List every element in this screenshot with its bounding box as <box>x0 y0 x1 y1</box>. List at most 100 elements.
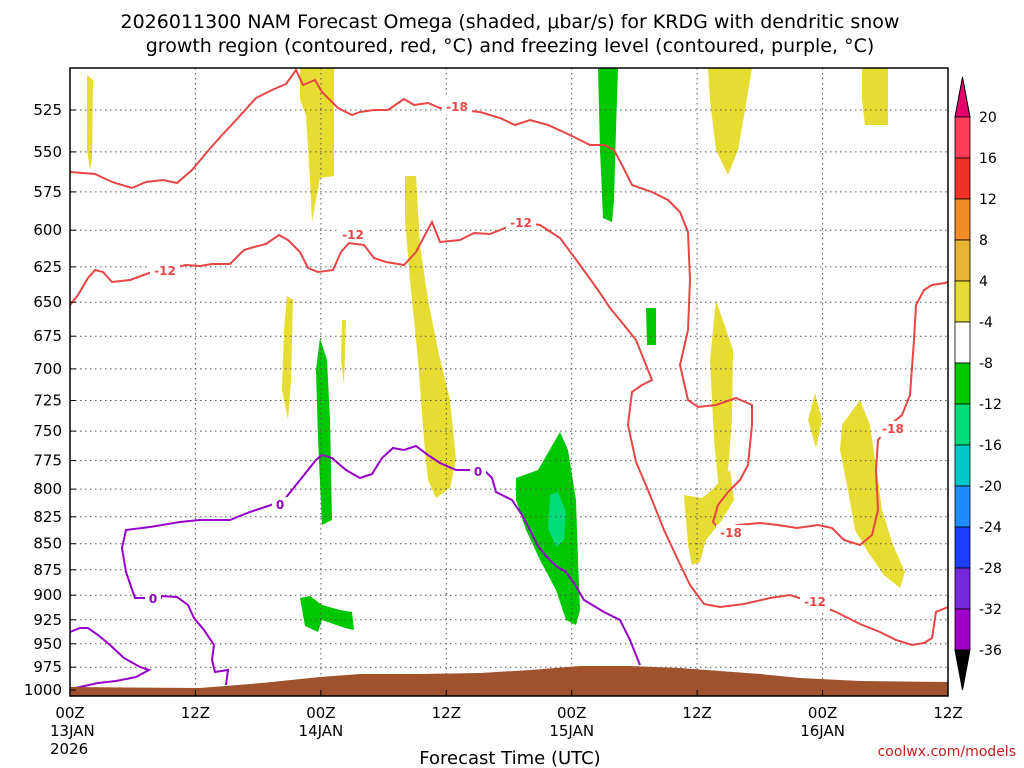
x-tick-label: 12Z <box>933 704 962 722</box>
colorbar-swatch <box>954 198 971 241</box>
y-tick-label: 875 <box>33 561 62 579</box>
title-line-1: 2026011300 NAM Forecast Omega (shaded, μ… <box>121 11 900 33</box>
colorbar-swatch <box>954 526 971 569</box>
x-date-label: 13JAN <box>50 722 95 740</box>
dgz-label-warm-2: -12 <box>510 216 532 230</box>
colorbar-label: 12 <box>979 192 997 208</box>
omega-yellow-region <box>862 68 888 125</box>
x-tick-label: 00Z <box>55 704 84 722</box>
omega-yellow-region <box>87 75 93 170</box>
omega-green-region <box>598 68 618 222</box>
x-date-label: 16JAN <box>800 722 845 740</box>
y-axis: 525 550 575 600 625 650 675 700 725 750 775 800 825 8… <box>24 101 76 699</box>
colorbar-label: -24 <box>979 520 1002 536</box>
title-line-2: growth region (contoured, red, °C) and f… <box>146 35 875 57</box>
colorbar-swatch <box>954 362 971 405</box>
x-year-label: 2026 <box>50 740 88 758</box>
colorbar-swatch <box>954 321 971 364</box>
omega-yellow-region <box>684 470 734 565</box>
freezing-label-2: 0 <box>474 465 482 479</box>
y-tick-label: 725 <box>33 392 62 410</box>
colorbar-swatch <box>954 567 971 610</box>
freezing-level-contours <box>69 444 641 690</box>
colorbar-top-triangle <box>954 76 971 118</box>
y-tick-label: 575 <box>33 183 62 201</box>
plot-border <box>69 67 949 697</box>
plot-area: -18 -12 -12 -12 -18 -18 -12 0 0 0 <box>69 67 949 697</box>
dgz-warm-contour <box>69 219 949 647</box>
freezing-label-3: 0 <box>149 592 157 606</box>
y-tick-label: 1000 <box>24 681 62 699</box>
dgz-label-upper: -18 <box>446 100 468 114</box>
y-tick-label: 550 <box>33 143 62 161</box>
colorbar-swatch <box>954 444 971 487</box>
colorbar: 20 16 12 8 4 -4 -8 -12 -16 -20 -24 -28 -32 -36 <box>954 76 1002 691</box>
colorbar-swatch <box>954 485 971 528</box>
colorbar-label: -4 <box>979 315 993 331</box>
colorbar-swatch <box>954 403 971 446</box>
dgz-contours <box>69 68 949 647</box>
x-axis: 00Z 12Z 00Z 12Z 00Z 12Z 00Z 12Z 13JAN 14JAN 15JAN 1… <box>50 690 963 758</box>
colorbar-label: 8 <box>979 233 988 249</box>
freezing-level-lower <box>69 627 152 690</box>
freezing-label-1: 0 <box>276 498 284 512</box>
x-tick-label: 00Z <box>557 704 586 722</box>
y-tick-label: 700 <box>33 360 62 378</box>
x-tick-label: 00Z <box>808 704 837 722</box>
colorbar-swatch <box>954 116 971 159</box>
x-date-label: 14JAN <box>299 722 344 740</box>
colorbar-label: 20 <box>979 110 997 126</box>
x-axis-label: Forecast Time (UTC) <box>419 748 600 768</box>
omega-yellow-region <box>840 400 905 588</box>
colorbar-label: -20 <box>979 479 1002 495</box>
dgz-label-warm-1: -12 <box>342 228 364 242</box>
y-tick-label: 850 <box>33 535 62 553</box>
plot-background <box>70 68 948 696</box>
colorbar-label: -36 <box>979 643 1002 659</box>
omega-yellow-region <box>808 393 822 448</box>
x-tick-label: 00Z <box>306 704 335 722</box>
freezing-level-main <box>120 444 641 686</box>
y-tick-label: 625 <box>33 258 62 276</box>
terrain-surface <box>70 666 948 696</box>
colorbar-swatch <box>954 280 971 323</box>
gridlines <box>70 68 948 696</box>
y-tick-label: 925 <box>33 611 62 629</box>
omega-green-region <box>316 338 332 525</box>
dgz-label-warm-4: -12 <box>804 595 826 609</box>
y-tick-label: 525 <box>33 101 62 119</box>
y-tick-label: 600 <box>33 221 62 239</box>
y-tick-label: 950 <box>33 635 62 653</box>
contour-label-group: -18 -12 -12 -12 -18 -18 -12 0 0 0 <box>145 98 908 610</box>
omega-strong-negative-region <box>548 492 566 547</box>
dgz-label-warm-3: -12 <box>154 264 176 278</box>
omega-yellow-region <box>708 68 752 175</box>
dgz-label-cold-1: -18 <box>882 422 904 436</box>
omega-green-region <box>300 596 354 632</box>
omega-yellow-region <box>405 176 456 498</box>
colorbar-label: -12 <box>979 397 1002 413</box>
colorbar-label: -28 <box>979 561 1002 577</box>
omega-green-region <box>646 308 656 345</box>
colorbar-label: -16 <box>979 438 1002 454</box>
colorbar-label: 4 <box>979 274 988 290</box>
y-tick-label: 775 <box>33 452 62 470</box>
omega-positive-shading <box>87 68 905 588</box>
omega-yellow-region <box>300 68 334 222</box>
colorbar-swatch <box>954 239 971 282</box>
omega-negative-shading <box>300 68 656 632</box>
colorbar-swatch <box>954 608 971 651</box>
dgz-label-cold-2: -18 <box>720 526 742 540</box>
omega-yellow-region <box>282 296 293 420</box>
x-tick-label: 12Z <box>432 704 461 722</box>
y-tick-label: 650 <box>33 293 62 311</box>
source-credit[interactable]: coolwx.com/models <box>878 744 1016 760</box>
colorbar-swatch <box>954 157 971 200</box>
omega-green-region <box>516 432 580 625</box>
y-tick-label: 750 <box>33 422 62 440</box>
colorbar-bottom-triangle <box>954 649 971 691</box>
y-tick-label: 825 <box>33 508 62 526</box>
y-tick-label: 900 <box>33 586 62 604</box>
colorbar-label: -32 <box>979 602 1002 618</box>
